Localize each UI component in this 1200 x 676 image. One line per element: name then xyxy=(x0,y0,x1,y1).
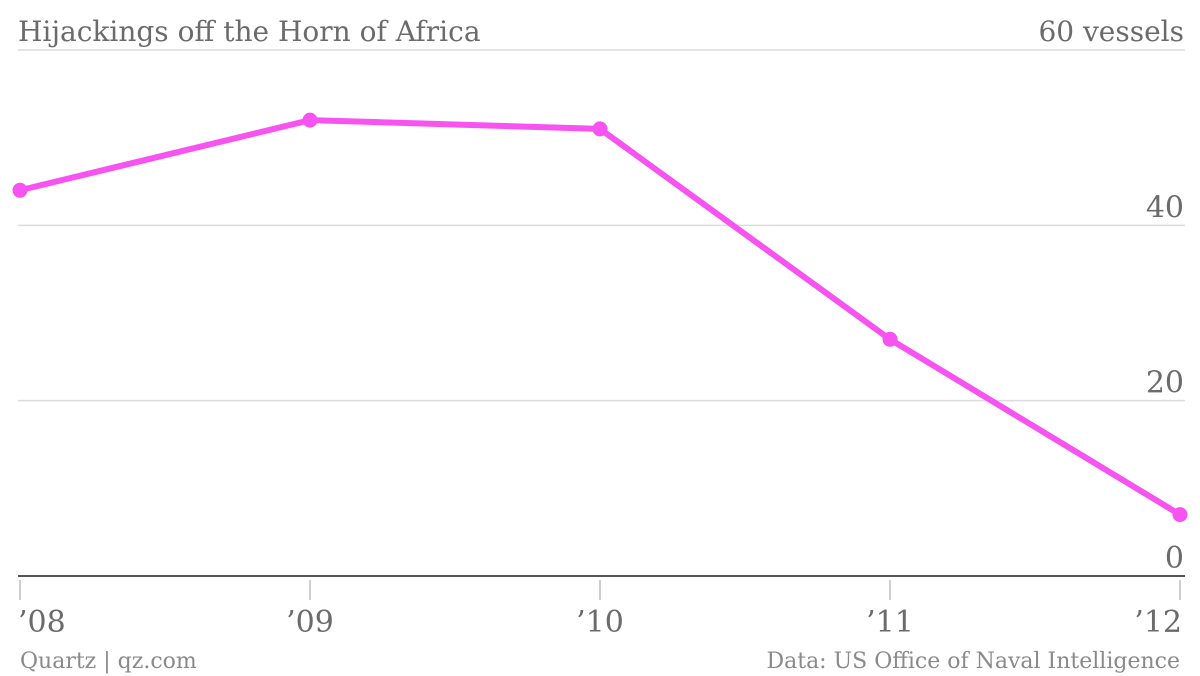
chart-title: Hijackings off the Horn of Africa xyxy=(18,15,481,48)
y-tick-label-0: 0 xyxy=(1165,541,1184,576)
x-tick-label-2: ’10 xyxy=(576,605,624,640)
y-tick-label-20: 20 xyxy=(1146,366,1184,401)
x-tick-label-0: ’08 xyxy=(18,605,66,640)
x-tick-label-3: ’11 xyxy=(866,605,914,640)
series-line-0 xyxy=(20,120,1180,515)
data-point-0-3 xyxy=(883,332,898,347)
credit-text: Quartz | qz.com xyxy=(20,649,197,674)
source-text: Data: US Office of Naval Intelligence xyxy=(766,649,1180,674)
x-axis-ticks: ’08 ’09 ’10 ’11 ’12 xyxy=(18,580,1182,640)
data-point-0-2 xyxy=(593,121,608,136)
series-layer xyxy=(13,113,1188,523)
data-point-0-1 xyxy=(303,113,318,128)
data-point-0-4 xyxy=(1173,507,1188,522)
x-tick-label-4: ’12 xyxy=(1134,605,1182,640)
x-tick-label-1: ’09 xyxy=(286,605,334,640)
data-point-0-0 xyxy=(13,183,28,198)
y-tick-label-40: 40 xyxy=(1146,190,1184,225)
y-max-label: 60 vessels xyxy=(1038,15,1184,48)
